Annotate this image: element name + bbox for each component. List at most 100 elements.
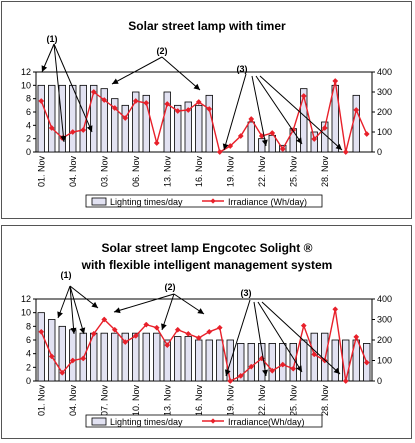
bar-2 xyxy=(58,84,66,153)
bar-29 xyxy=(342,339,350,382)
bar-26 xyxy=(310,131,318,153)
x-tick-label: 03. Nov xyxy=(99,156,109,188)
bar-20 xyxy=(247,343,255,382)
annotation-arrowhead xyxy=(161,323,167,330)
bar-1 xyxy=(48,84,56,153)
annotation-arrow xyxy=(257,301,303,373)
bar-10 xyxy=(142,332,150,382)
chart-timer-svg: Solar street lamp with timer 0 2 4 6 8 10 12 0 10… xyxy=(21,19,392,208)
irradiance-point-30 xyxy=(353,333,360,340)
annotation-label: (2) xyxy=(165,282,176,292)
irradiance-point-1 xyxy=(48,125,55,131)
bar-9 xyxy=(132,91,140,153)
irradiance-point-15 xyxy=(195,334,202,341)
irradiance-point-14 xyxy=(185,107,192,113)
chart-title: Solar street lamp with timer xyxy=(128,19,286,33)
annotation-label: (2) xyxy=(157,46,168,56)
bar-2 xyxy=(58,325,66,382)
annotation-arrowhead xyxy=(70,327,77,334)
chart-title: Solar street lamp Engcotec Solight ® xyxy=(102,241,313,255)
x-tick-label: 01. Nov xyxy=(36,385,46,417)
chart-panel-timer: Solar street lamp with timer 0 2 4 6 8 10 12 0 10… xyxy=(1,1,412,219)
irradiance-point-23 xyxy=(279,361,286,368)
irradiance-point-14 xyxy=(185,330,192,337)
irradiance-point-26 xyxy=(311,351,318,358)
y-right-tick-label: 100 xyxy=(377,127,392,137)
bar-15 xyxy=(195,339,203,382)
bar-22 xyxy=(268,134,276,153)
x-tick-label: 13. Nov xyxy=(162,385,172,417)
irradiance-point-0 xyxy=(38,98,45,104)
annotation-arrowhead xyxy=(60,135,67,142)
x-tick-label: 25. Nov xyxy=(288,385,298,417)
x-tick-label: 04. Nov xyxy=(68,156,78,188)
irradiance-point-16 xyxy=(206,328,213,335)
bar-30 xyxy=(352,339,360,382)
annotation-arrow xyxy=(69,285,75,335)
irradiance-line xyxy=(40,80,368,154)
irradiance-point-11 xyxy=(153,324,160,331)
legend-bar-swatch xyxy=(91,197,107,206)
x-tick-label: 19. Nov xyxy=(225,385,235,417)
annotation-arrow xyxy=(53,43,93,133)
y-left-tick-label: 4 xyxy=(26,349,31,359)
irradiance-point-9 xyxy=(132,98,139,104)
irradiance-point-4 xyxy=(80,127,87,133)
irradiance-point-9 xyxy=(132,332,139,339)
irradiance-point-3 xyxy=(69,357,76,364)
y-left-tick-label: 8 xyxy=(26,94,31,104)
annotation-arrow xyxy=(253,301,267,377)
y-left-tick-label: 2 xyxy=(26,134,31,144)
irradiance-point-29 xyxy=(342,149,349,155)
bar-5 xyxy=(90,84,98,153)
irradiance-point-22 xyxy=(269,367,276,374)
bar-6 xyxy=(100,88,108,153)
x-tick-label: 01. Nov xyxy=(36,156,46,188)
y-left-tick-label: 12 xyxy=(21,294,31,304)
annotation-arrow xyxy=(255,75,303,145)
irradiance-point-16 xyxy=(206,106,213,112)
annotation-arrow xyxy=(113,293,175,313)
irradiance-point-12 xyxy=(164,342,171,349)
irradiance-point-24 xyxy=(290,365,297,372)
x-tick-label: 07. Nov xyxy=(99,385,109,417)
irradiance-point-2 xyxy=(59,369,66,376)
bar-14 xyxy=(184,336,192,382)
irradiance-point-18 xyxy=(227,143,234,149)
irradiance-point-30 xyxy=(353,107,360,113)
x-tick-label: 04. Nov xyxy=(68,385,78,417)
x-tick-label: 22. Nov xyxy=(257,385,267,417)
legend-irradiance-label: Irradiance(Wh/day) xyxy=(228,417,305,427)
bar-19 xyxy=(237,343,245,382)
y-left-tick-label: 10 xyxy=(21,308,31,318)
bar-13 xyxy=(174,104,182,153)
bar-8 xyxy=(121,332,129,382)
annotation-arrowhead xyxy=(86,125,93,132)
bar-12 xyxy=(163,339,171,382)
annotation-arrowhead xyxy=(193,83,200,90)
annotation-arrowhead xyxy=(41,65,48,72)
annotation-arrowhead xyxy=(197,308,204,314)
bar-3 xyxy=(69,329,77,382)
irradiance-point-13 xyxy=(174,326,181,333)
bar-0 xyxy=(37,312,45,382)
irradiance-point-31 xyxy=(363,131,370,137)
bar-14 xyxy=(184,101,192,153)
irradiance-point-17 xyxy=(216,324,223,331)
irradiance-point-11 xyxy=(153,140,160,146)
irradiance-point-0 xyxy=(38,328,45,335)
y-left-tick-label: 4 xyxy=(26,120,31,130)
annotation-arrowhead xyxy=(262,369,269,376)
x-tick-label: 28. Nov xyxy=(320,385,330,417)
annotation-arrowhead xyxy=(224,369,231,376)
bar-20 xyxy=(247,121,255,153)
annotation-arrow xyxy=(53,43,65,143)
annotation-arrowhead xyxy=(333,367,340,374)
irradiance-point-19 xyxy=(237,372,244,379)
annotation-arrowhead xyxy=(335,143,342,150)
y-right-tick-label: 400 xyxy=(377,294,392,304)
irradiance-point-18 xyxy=(227,378,234,384)
x-tick-label: 19. Nov xyxy=(225,156,235,188)
y-right-tick-label: 0 xyxy=(377,147,382,157)
irradiance-point-4 xyxy=(80,355,87,362)
